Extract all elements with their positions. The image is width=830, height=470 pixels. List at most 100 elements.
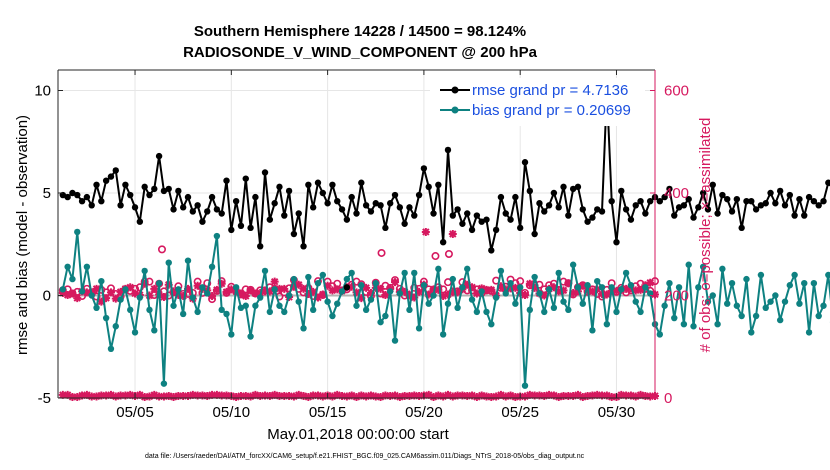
obs-assimilated-marker	[463, 391, 472, 400]
data-point	[555, 269, 562, 277]
obs-assimilated-marker	[140, 392, 149, 401]
obs-possible-marker	[135, 283, 144, 292]
obs-assimilated-marker	[573, 287, 582, 296]
data-point	[430, 210, 437, 217]
data-point	[136, 294, 144, 301]
data-point	[473, 308, 481, 316]
obs-assimilated-marker	[299, 284, 308, 293]
data-point	[382, 224, 389, 232]
obs-assimilated-marker	[554, 287, 563, 296]
obs-assimilated-marker	[294, 280, 303, 289]
data-point	[791, 212, 798, 219]
data-point	[492, 226, 500, 234]
data-point	[387, 200, 394, 207]
obs-assimilated-marker	[530, 283, 539, 292]
obs-assimilated-marker	[540, 291, 549, 300]
obs-assimilated-marker	[366, 288, 375, 297]
obs-assimilated-marker	[333, 285, 342, 294]
data-point	[675, 284, 683, 291]
data-point	[406, 204, 413, 211]
obs-assimilated-marker	[179, 391, 188, 400]
data-point	[338, 206, 346, 213]
data-point	[300, 243, 307, 250]
data-point	[728, 208, 736, 215]
data-point	[536, 290, 543, 297]
data-point	[102, 177, 110, 184]
data-point	[127, 191, 134, 199]
data-point	[738, 224, 745, 232]
obs-assimilated-marker	[602, 391, 611, 400]
data-point	[565, 212, 572, 219]
obs-series-2	[58, 390, 659, 401]
data-point	[569, 261, 577, 268]
obs-assimilated-marker	[429, 285, 438, 294]
data-point	[618, 286, 625, 293]
data-point	[420, 282, 428, 289]
obs-assimilated-marker	[111, 294, 120, 303]
data-point	[165, 259, 172, 266]
data-point	[449, 212, 456, 219]
y-right-tick-label: 400	[664, 185, 689, 202]
data-point	[637, 198, 644, 205]
data-point	[329, 312, 336, 320]
data-point	[228, 331, 235, 338]
x-tick-label: 05/30	[598, 404, 636, 421]
data-point	[709, 181, 716, 188]
data-point	[179, 204, 187, 211]
data-point	[724, 195, 731, 203]
data-point	[314, 280, 322, 287]
obs-assimilated-marker	[236, 289, 245, 298]
data-point	[122, 286, 129, 293]
data-point	[93, 304, 100, 311]
obs-assimilated-marker	[598, 391, 607, 400]
data-point	[820, 302, 827, 309]
obs-assimilated-marker	[246, 392, 255, 401]
data-point	[608, 198, 615, 205]
data-point	[425, 183, 432, 191]
data-point	[584, 218, 591, 225]
data-point	[622, 269, 630, 277]
data-point	[107, 173, 115, 180]
data-point	[367, 208, 375, 215]
data-point	[189, 208, 197, 215]
data-point	[666, 280, 673, 287]
data-point	[661, 302, 668, 309]
obs-assimilated-marker	[256, 391, 265, 400]
data-point	[752, 206, 760, 213]
data-point	[516, 284, 524, 291]
data-point	[362, 202, 370, 209]
data-point	[88, 292, 95, 299]
data-point	[382, 312, 389, 320]
data-point	[767, 189, 774, 197]
data-point	[353, 302, 360, 309]
data-point	[444, 146, 452, 154]
obs-assimilated-marker	[304, 392, 313, 401]
obs-assimilated-marker	[63, 390, 72, 399]
obs-assimilated-marker	[68, 392, 77, 401]
data-point	[88, 202, 95, 209]
data-point	[574, 183, 582, 191]
obs-assimilated-marker	[400, 391, 409, 400]
y-axis-right-label: # of obs: o=possible; ×=assimilated	[697, 118, 714, 353]
data-point	[131, 204, 139, 211]
data-point	[314, 179, 322, 186]
ticks-layer: 05/05 05/10 05/15 05/20 05/25 05/30 -5 0 5 10 0 200…	[34, 70, 689, 421]
data-point	[324, 298, 331, 305]
obs-assimilated-marker	[631, 286, 640, 295]
data-point	[685, 261, 692, 268]
data-point	[102, 314, 110, 322]
data-point	[131, 329, 139, 336]
data-point	[502, 290, 509, 297]
obs-assimilated-marker	[145, 291, 154, 300]
data-point	[497, 267, 505, 275]
obs-assimilated-marker	[82, 390, 91, 399]
x-tick-label: 05/05	[116, 404, 154, 421]
legend-bias-marker	[451, 106, 459, 114]
obs-assimilated-marker	[193, 281, 202, 290]
data-point	[743, 275, 750, 283]
obs-assimilated-marker	[376, 392, 385, 401]
data-point	[170, 206, 177, 213]
data-point	[160, 187, 168, 195]
data-point	[247, 224, 254, 232]
data-point	[719, 191, 726, 199]
